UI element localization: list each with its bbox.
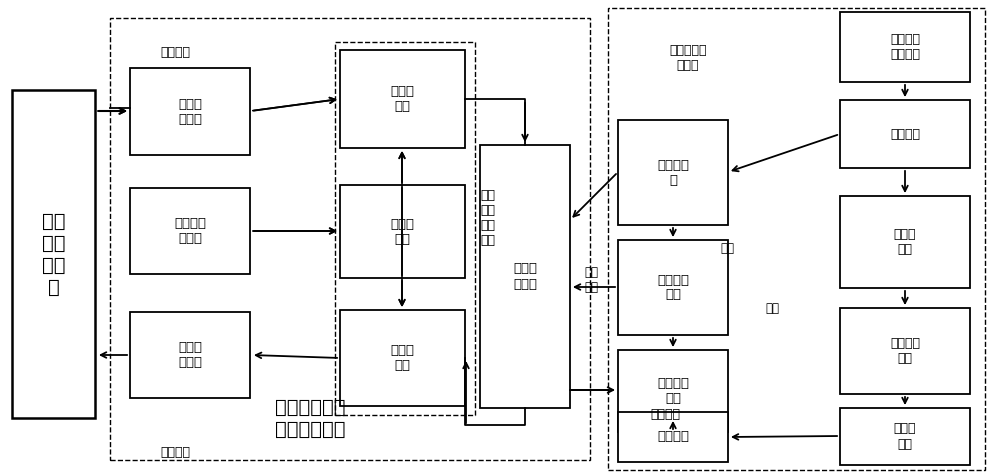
- Text: 模式选择: 模式选择: [890, 128, 920, 140]
- Bar: [340, 185, 465, 278]
- Text: 希尔伯特
变换: 希尔伯特 变换: [657, 273, 689, 301]
- Bar: [130, 188, 250, 274]
- Bar: [335, 42, 475, 415]
- Bar: [840, 12, 970, 82]
- Bar: [840, 308, 970, 394]
- Bar: [618, 412, 728, 462]
- Text: 信号输入: 信号输入: [160, 46, 190, 58]
- Bar: [110, 18, 590, 460]
- Text: 速度: 速度: [720, 241, 734, 255]
- Text: 信号输出: 信号输出: [160, 446, 190, 458]
- Text: 射频
变频
收发
模块: 射频 变频 收发 模块: [480, 189, 496, 247]
- Text: 上变频
单元: 上变频 单元: [390, 344, 415, 372]
- Bar: [618, 120, 728, 225]
- Bar: [12, 90, 95, 418]
- Bar: [618, 350, 728, 432]
- Bar: [618, 240, 728, 335]
- Text: 下变频
单元: 下变频 单元: [390, 85, 415, 113]
- Bar: [840, 408, 970, 465]
- Bar: [340, 310, 465, 406]
- Text: 路由选择: 路由选择: [657, 430, 689, 444]
- Bar: [340, 50, 465, 148]
- Bar: [130, 68, 250, 155]
- Text: 六倍频
单元: 六倍频 单元: [390, 218, 415, 246]
- Text: 时钟信号: 时钟信号: [650, 409, 680, 421]
- Bar: [840, 196, 970, 288]
- Bar: [480, 145, 570, 408]
- Text: 任意波形
发生: 任意波形 发生: [657, 377, 689, 405]
- Text: 微波本振
源模块: 微波本振 源模块: [174, 217, 206, 245]
- Bar: [608, 8, 985, 470]
- Text: 接收喇
叭天线: 接收喇 叭天线: [178, 98, 202, 126]
- Text: 相位重映
射: 相位重映 射: [657, 158, 689, 186]
- Text: 直接数字
合成: 直接数字 合成: [890, 337, 920, 365]
- Text: 正交调
制模块: 正交调 制模块: [513, 263, 537, 291]
- Text: 频率重
映射: 频率重 映射: [894, 228, 916, 256]
- Text: 周期性
模拟: 周期性 模拟: [894, 422, 916, 450]
- Bar: [840, 100, 970, 168]
- Text: 防撞毫米波雷
达目标模拟器: 防撞毫米波雷 达目标模拟器: [275, 398, 345, 438]
- Bar: [130, 312, 250, 398]
- Text: 发送喇
叭天线: 发送喇 叭天线: [178, 341, 202, 369]
- Text: 基带信号处
理模块: 基带信号处 理模块: [669, 44, 707, 72]
- Text: 模拟的速
度或距离: 模拟的速 度或距离: [890, 33, 920, 61]
- Text: 正交
信号: 正交 信号: [584, 266, 598, 294]
- Text: 距离: 距离: [765, 301, 779, 315]
- Text: 防撞
毫米
波雷
达: 防撞 毫米 波雷 达: [42, 211, 65, 297]
